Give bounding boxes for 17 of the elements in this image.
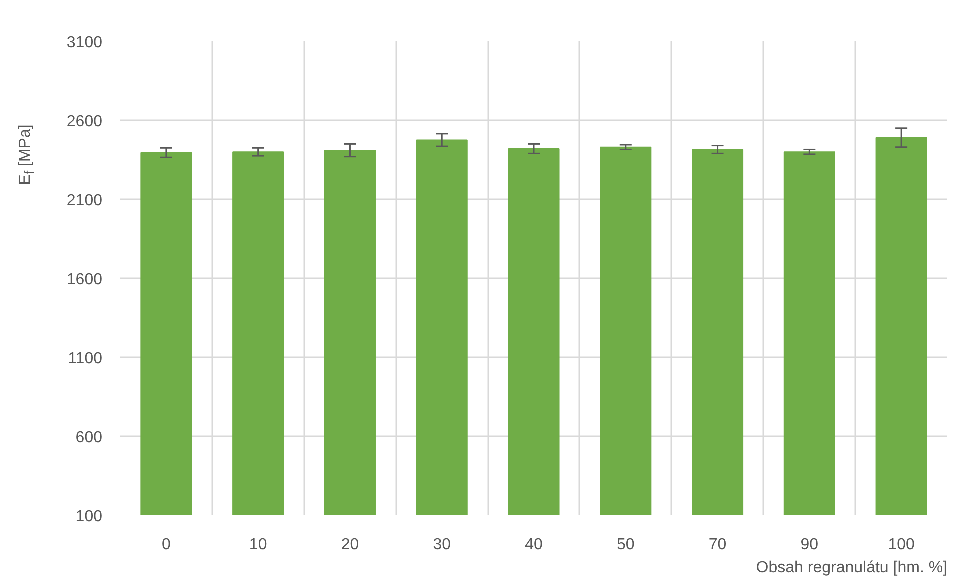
x-tick-label: 90 (800, 536, 819, 554)
x-axis-title: Obsah regranulátu [hm. %] (756, 560, 948, 576)
x-tick-label: 70 (708, 536, 727, 554)
x-tick-label: 20 (341, 536, 360, 554)
y-tick-label: 1600 (66, 272, 103, 288)
x-tick-label: 50 (616, 536, 635, 554)
y-tick-label: 3100 (66, 34, 103, 52)
x-tick-label: 100 (888, 536, 916, 554)
y-tick-label: 1100 (68, 350, 103, 368)
y-tick-label: 2100 (66, 192, 103, 210)
x-tick-label: 30 (433, 536, 452, 554)
x-tick-label: 0 (162, 536, 171, 554)
x-tick-label: 10 (249, 536, 268, 554)
y-tick-label: 2600 (66, 114, 103, 130)
x-tick-label: 40 (525, 536, 543, 554)
y-tick-label: 600 (76, 430, 103, 446)
y-tick-label: 100 (76, 508, 103, 526)
